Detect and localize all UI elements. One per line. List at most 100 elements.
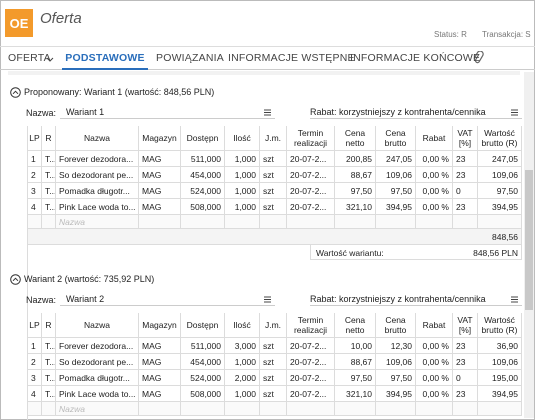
- dropdown-arrow[interactable]: [46, 56, 54, 64]
- column-header: R: [42, 126, 56, 151]
- table-cell: T...: [42, 151, 56, 167]
- column-header: Ilość: [225, 126, 260, 151]
- table-cell: 109,06: [478, 354, 522, 370]
- table-cell: Pink Lace woda to...: [56, 199, 139, 215]
- table-cell: Pomadka długotr...: [56, 183, 139, 199]
- table-cell: [478, 402, 522, 416]
- column-header: Wartość brutto (R): [478, 313, 522, 338]
- tab[interactable]: INFORMACJE KOŃCOWE: [350, 52, 481, 64]
- menu-icon[interactable]: [511, 109, 518, 116]
- discount-select[interactable]: Rabat: korzystniejszy z kontrahenta/cenn…: [310, 106, 522, 119]
- table-cell: 10,00: [335, 338, 376, 354]
- table-total: 848,56: [478, 229, 522, 245]
- table-cell: So dezodorant pe...: [56, 354, 139, 370]
- table-cell: 1,000: [225, 151, 260, 167]
- app-icon: OE: [5, 9, 33, 37]
- table-border: [27, 313, 28, 420]
- table-footer: [28, 229, 522, 245]
- table-cell: [416, 215, 453, 229]
- new-row-input[interactable]: Nazwa: [56, 215, 139, 229]
- table-cell: 511,000: [181, 151, 225, 167]
- table-cell: [453, 402, 478, 416]
- table-cell: 454,000: [181, 167, 225, 183]
- collapse-toggle[interactable]: [10, 87, 21, 98]
- table-cell: Pink Lace woda to...: [56, 386, 139, 402]
- table-cell: 0,00 %: [416, 338, 453, 354]
- table-cell: Forever dezodora...: [56, 151, 139, 167]
- collapse-toggle[interactable]: [10, 274, 21, 285]
- table-cell: T...: [42, 386, 56, 402]
- table-cell: 3: [28, 183, 42, 199]
- menu-icon[interactable]: [511, 296, 518, 303]
- tab[interactable]: INFORMACJE WSTĘPNE: [228, 52, 355, 64]
- table-cell: szt: [260, 370, 287, 386]
- table-cell: [139, 402, 181, 416]
- column-header: Cena netto: [335, 126, 376, 151]
- column-header: VAT [%]: [453, 313, 478, 338]
- table-cell: 247,05: [376, 151, 416, 167]
- table-cell: 0,00 %: [416, 151, 453, 167]
- new-row-input[interactable]: Nazwa: [56, 402, 139, 416]
- name-input[interactable]: Wariant 2: [60, 293, 275, 306]
- table-cell: 247,05: [478, 151, 522, 167]
- table-cell: [42, 215, 56, 229]
- table-cell: 20-07-2...: [287, 354, 335, 370]
- table-cell: [42, 402, 56, 416]
- table-cell: [181, 215, 225, 229]
- table-cell: MAG: [139, 386, 181, 402]
- menu-icon[interactable]: [264, 296, 271, 303]
- column-header: Nazwa: [56, 313, 139, 338]
- table-cell: 321,10: [335, 199, 376, 215]
- scrollbar-thumb[interactable]: [525, 170, 533, 310]
- column-header: Cena brutto: [376, 313, 416, 338]
- table-cell: 508,000: [181, 386, 225, 402]
- table-cell: 23: [453, 386, 478, 402]
- table-cell: 1,000: [225, 386, 260, 402]
- table-cell: [225, 402, 260, 416]
- column-header: Cena netto: [335, 313, 376, 338]
- column-header: Nazwa: [56, 126, 139, 151]
- column-header: J.m.: [260, 313, 287, 338]
- table-cell: [478, 215, 522, 229]
- column-header: Dostępn: [181, 313, 225, 338]
- column-header: Termin realizacji: [287, 126, 335, 151]
- table-cell: 23: [453, 151, 478, 167]
- table-cell: 23: [453, 199, 478, 215]
- tab[interactable]: POWIĄZANIA: [156, 52, 224, 64]
- table-cell: [287, 215, 335, 229]
- tab[interactable]: OFERTA: [8, 52, 51, 64]
- table-cell: T...: [42, 183, 56, 199]
- table-cell: 97,50: [376, 370, 416, 386]
- discount-select[interactable]: Rabat: korzystniejszy z kontrahenta/cenn…: [310, 293, 522, 306]
- table-cell: 1: [28, 338, 42, 354]
- table-cell: [139, 215, 181, 229]
- table-cell: 1,000: [225, 354, 260, 370]
- table-cell: szt: [260, 151, 287, 167]
- table-cell: MAG: [139, 338, 181, 354]
- table-cell: 4: [28, 199, 42, 215]
- table-cell: 88,67: [335, 354, 376, 370]
- column-header: Magazyn: [139, 313, 181, 338]
- table-cell: 23: [453, 338, 478, 354]
- table-cell: [225, 215, 260, 229]
- table-cell: 88,67: [335, 167, 376, 183]
- column-header: Rabat: [416, 126, 453, 151]
- table-cell: MAG: [139, 151, 181, 167]
- name-input[interactable]: Wariant 1: [60, 106, 275, 119]
- table-cell: 20-07-2...: [287, 370, 335, 386]
- column-header: Rabat: [416, 313, 453, 338]
- table-cell: 1: [28, 151, 42, 167]
- table-cell: 97,50: [376, 183, 416, 199]
- attachment-icon[interactable]: [473, 51, 485, 65]
- variant-value: 848,56 PLN: [473, 248, 518, 258]
- table-cell: 1,000: [225, 183, 260, 199]
- menu-icon[interactable]: [264, 109, 271, 116]
- variant-value-label: Wartość wariantu:: [316, 248, 384, 258]
- table-cell: 0,00 %: [416, 370, 453, 386]
- table-cell: 1,000: [225, 167, 260, 183]
- tab[interactable]: PODSTAWOWE: [62, 52, 148, 70]
- table-cell: T...: [42, 199, 56, 215]
- table-cell: 0: [453, 183, 478, 199]
- table-cell: [335, 215, 376, 229]
